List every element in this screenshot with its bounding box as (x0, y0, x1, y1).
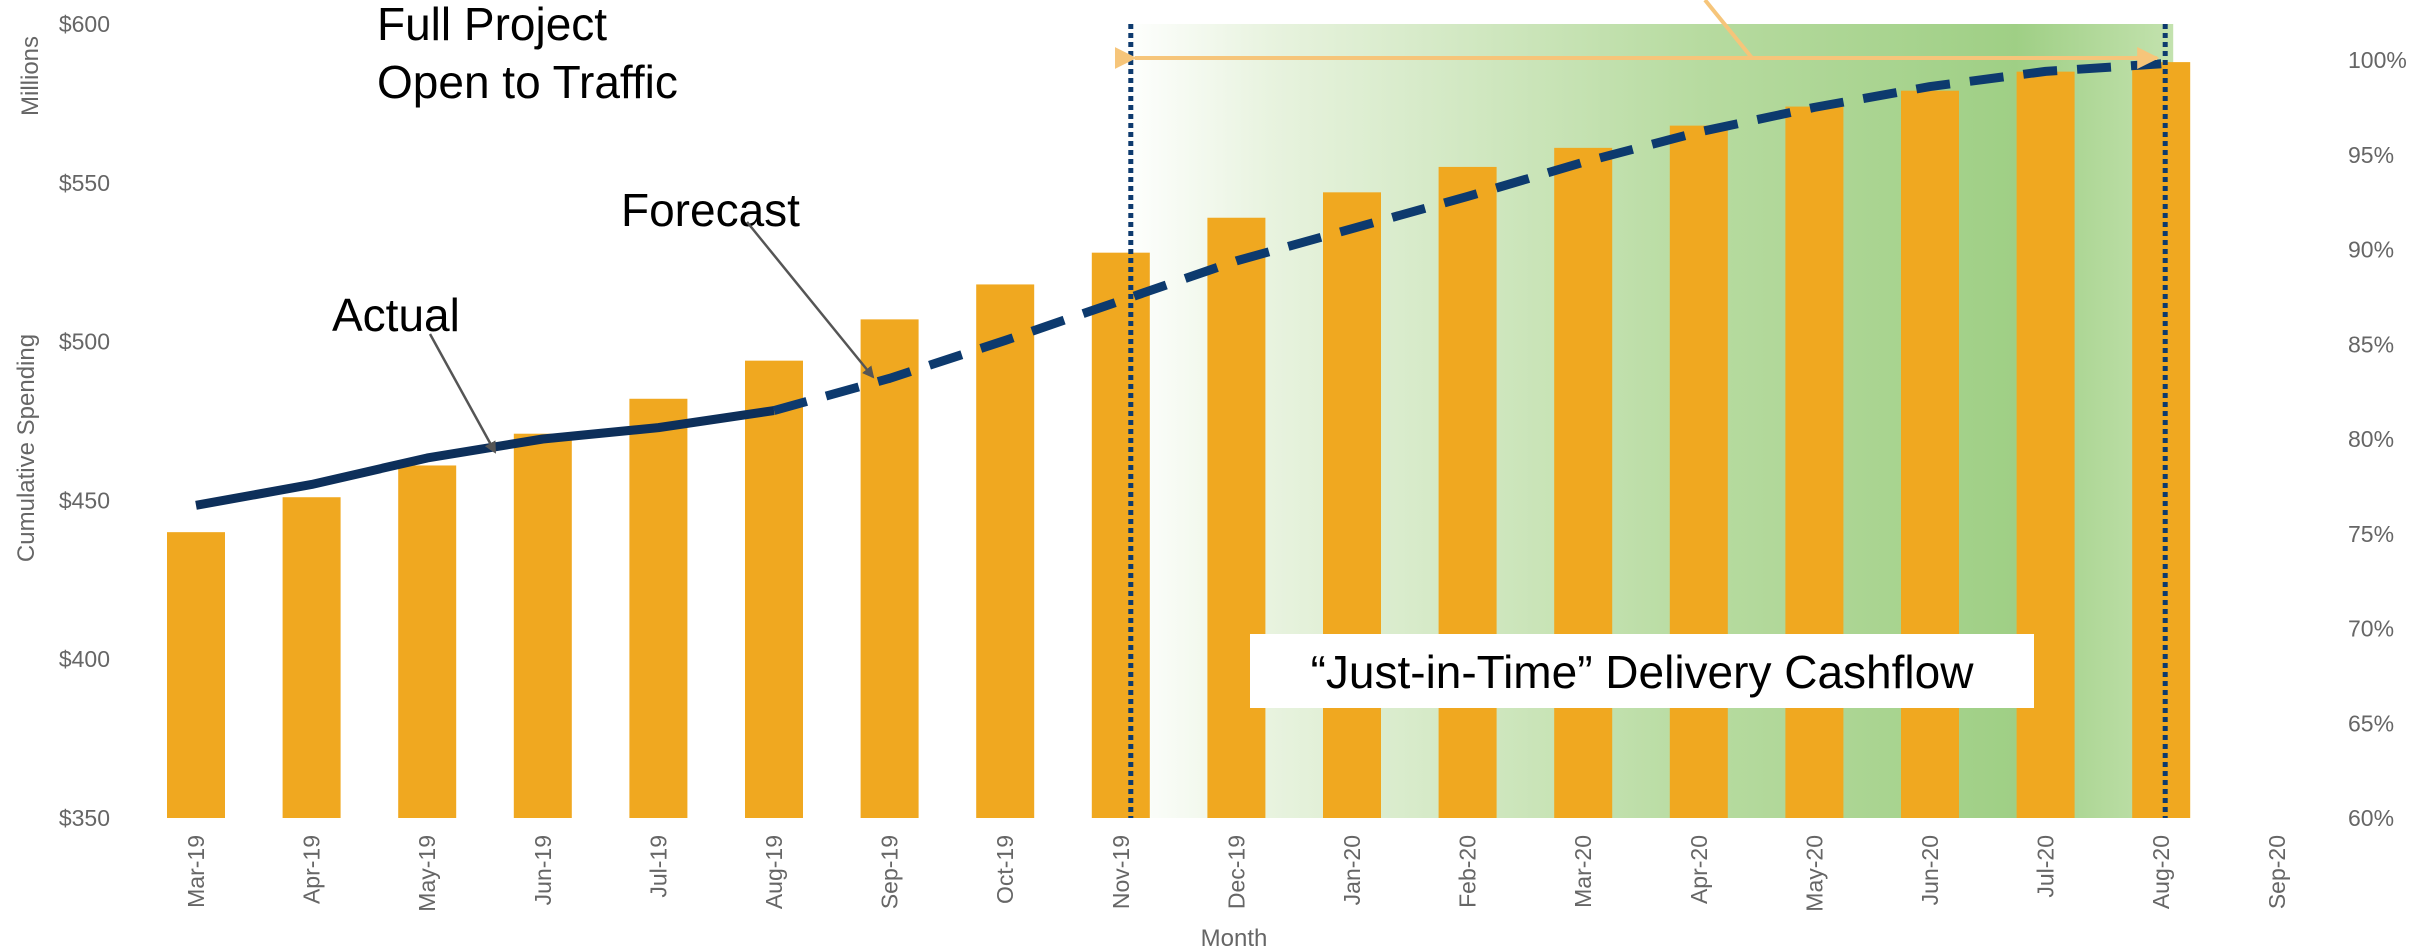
x-tick-label: Nov-19 (1108, 835, 1134, 909)
x-tick-label: Jan-20 (1339, 835, 1365, 905)
jit-label-box (1250, 634, 2034, 708)
y2-tick-label: 60% (2348, 805, 2394, 831)
x-tick-label: Aug-20 (2148, 835, 2174, 909)
bar-Apr-20 (1669, 125, 1728, 818)
x-tick-label: Apr-19 (299, 835, 325, 904)
x-axis: Mar-19 Apr-19 May-19 Jun-19 Jul-19 Aug-19 Sep-… (183, 835, 2290, 912)
y-tick-label: $600 (59, 11, 110, 37)
y-axis-units: Millions (17, 36, 44, 116)
y-tick-label: $450 (59, 487, 110, 513)
x-tick-label: Mar-19 (183, 835, 209, 908)
x-tick-label: Sep-20 (2264, 835, 2290, 909)
vertical-markers (1128, 24, 2168, 818)
x-tick-label: Dec-19 (1223, 835, 1249, 909)
forecast-label: Forecast (621, 184, 800, 236)
bar-Jun-20 (1901, 90, 1959, 819)
actual-label: Actual (332, 289, 460, 341)
jit-label: “Just-in-Time” Delivery Cashflow (1311, 646, 1975, 698)
y2-tick-label: 90% (2348, 237, 2394, 263)
x-tick-label: Jun-20 (1917, 835, 1943, 905)
x-tick-label: Jun-19 (530, 835, 556, 905)
bar-Sep-19 (860, 319, 919, 818)
bar-Mar-20 (1554, 147, 1613, 818)
bar-Nov-19 (1091, 252, 1150, 818)
y-axis-right: 60% 65% 70% 75% 80% 85% 90% 95% 100% (2348, 47, 2407, 831)
x-tick-label: Apr-20 (1686, 835, 1712, 904)
x-tick-label: Mar-20 (1570, 835, 1596, 908)
y2-tick-label: 75% (2348, 521, 2394, 547)
open-to-traffic-label-line1: Full Project (377, 0, 607, 50)
bar-Feb-20 (1438, 166, 1497, 819)
y2-tick-label: 70% (2348, 616, 2394, 642)
bar-Apr-19 (282, 497, 341, 818)
x-tick-label: Aug-19 (761, 835, 787, 909)
x-tick-label: Oct-19 (992, 835, 1018, 904)
x-tick-label: Jul-19 (645, 835, 671, 898)
y2-tick-label: 65% (2348, 710, 2394, 736)
y-tick-label: $500 (59, 329, 110, 355)
x-axis-title: Month (1201, 925, 1268, 952)
y-tick-label: $350 (59, 805, 110, 831)
bar-Oct-19 (976, 284, 1035, 818)
y-axis-left: $350 $400 $450 $500 $550 $600 (59, 11, 110, 831)
y-tick-label: $550 (59, 170, 110, 196)
x-tick-label: Sep-19 (877, 835, 903, 909)
bar-Jul-19 (629, 398, 688, 818)
forecast-series-line (772, 59, 2162, 415)
forecast-callout-arrow (746, 221, 875, 379)
y2-tick-label: 80% (2348, 426, 2394, 452)
bar-May-20 (1785, 106, 1844, 819)
bar-Jan-20 (1323, 192, 1381, 818)
x-tick-label: May-19 (414, 835, 440, 912)
open-to-traffic-label-line2: Open to Traffic (377, 56, 678, 108)
duration-arrow-leader (1703, 0, 1754, 60)
bar-Aug-19 (745, 360, 803, 818)
bar-Jun-19 (513, 433, 572, 818)
x-tick-label: Jul-20 (2033, 835, 2059, 898)
bar-Aug-20 (2132, 62, 2191, 818)
y-axis-title: Cumulative Spending (13, 334, 40, 562)
x-tick-label: Feb-20 (1455, 835, 1481, 908)
y-tick-label: $400 (59, 646, 110, 672)
x-tick-label: May-20 (1801, 835, 1827, 912)
actual-callout-arrow (428, 333, 497, 454)
y2-tick-label: 85% (2348, 331, 2394, 357)
y2-tick-label: 100% (2348, 47, 2407, 73)
bar-Dec-19 (1207, 217, 1266, 819)
bar-Mar-19 (167, 532, 225, 818)
bar-May-19 (398, 465, 457, 818)
y2-tick-label: 95% (2348, 142, 2394, 168)
